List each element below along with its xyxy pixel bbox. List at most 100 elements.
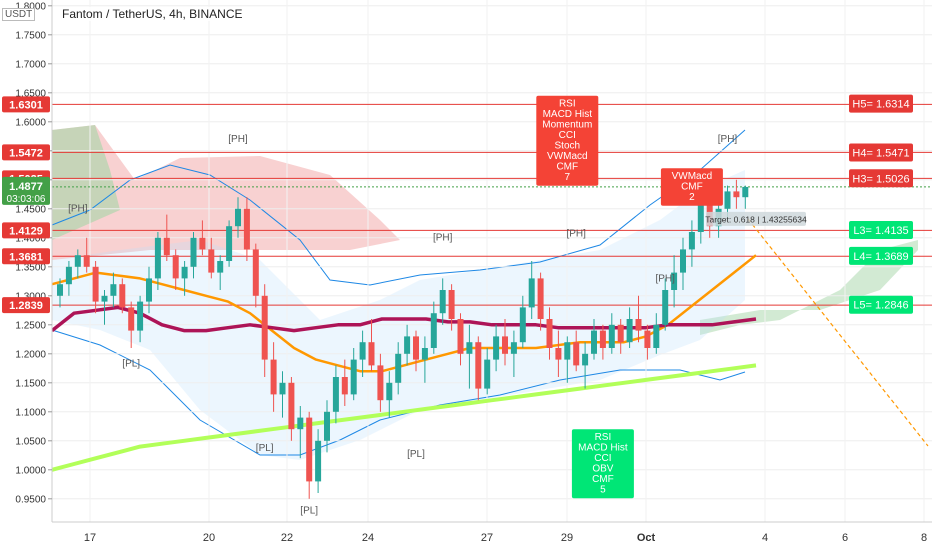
candle-body [484,359,491,389]
candle-body [671,272,678,290]
y-tick-label: 1.2000 [15,349,46,360]
y-tick-label: 1.7500 [15,30,46,41]
y-tick-label: 1.2500 [15,320,46,331]
candle-body [386,382,393,401]
x-tick-label: 24 [362,532,374,544]
candle [359,330,366,377]
x-tick-label: Oct [637,532,656,544]
bollinger-lower-line [51,329,746,456]
y-tick-label: 1.1500 [15,378,46,389]
pivot-label: [PL] [300,505,318,516]
price-level-tag [2,96,50,113]
candle [395,342,402,395]
candle-body [564,342,571,360]
candle [421,336,428,383]
candle-body [252,249,259,296]
candle-body [680,249,686,273]
divergence-callout-text: CCI [559,130,576,141]
candle-body [733,191,740,198]
candle-body [466,342,473,354]
camarilla-level-text: L5= 1.2846 [853,300,908,312]
candle [368,319,375,372]
bearish-cloud [52,125,400,260]
candle [163,214,170,261]
candle-body [662,290,669,325]
candle [475,336,482,401]
candle [377,353,384,412]
camarilla-level-text: L3= 1.4135 [853,225,908,237]
y-tick-label: 1.6500 [15,88,46,99]
candle-body [57,284,63,296]
candle [128,301,135,348]
candle [172,249,179,290]
candle-body [510,342,517,354]
candle [484,348,491,395]
candle-body [83,255,90,267]
candle-body [430,313,437,348]
divergence-callout-box [571,429,634,499]
divergence-callout-box [536,95,599,186]
divergence-callout-text: Momentum [542,120,592,131]
candle-body [208,249,215,273]
candle-body [119,284,126,308]
candle [315,429,322,493]
candle-body [493,336,500,360]
candle-body [217,261,224,273]
candle-body [742,186,749,198]
candle [57,278,63,308]
candle [65,261,72,296]
candle-body [582,353,589,366]
candle [252,243,259,308]
candle [332,365,339,424]
candle [635,295,642,343]
camarilla-level-tag [849,295,913,314]
pivot-label: [PL] [122,359,140,370]
candle [502,319,508,366]
candle-body [502,336,508,354]
divergence-callout-text: MACD Hist [543,109,593,120]
x-tick-label: 6 [842,532,848,544]
candle [288,377,295,441]
candle-body [635,319,642,331]
candle [528,261,535,319]
pivot-label: [PH] [718,134,738,145]
camarilla-level-tag [849,220,913,239]
candle [573,330,580,372]
y-tick-label: 1.0000 [15,465,46,476]
candle-body [137,301,144,331]
candle [439,278,446,325]
candle-body [315,440,322,482]
candle-body [377,365,384,401]
x-tick-label: 17 [84,532,96,544]
projection-target-text: Target: 0.618 | 1.43255634 [705,214,807,224]
y-tick-label: 1.3500 [15,262,46,273]
candle-body [688,232,695,250]
x-tick-label: 8 [921,532,927,544]
candle-body [697,203,704,232]
candle [181,261,188,296]
symbol-title: Fantom / TetherUS, 4h, BINANCE [60,7,245,21]
candle-body [270,359,277,395]
candle [74,249,81,279]
camarilla-level-tag [849,169,913,188]
candle-body [519,307,526,343]
candle [599,324,606,360]
candle [341,359,348,406]
candle-body [65,266,72,285]
divergence-callout-text: Stoch [555,141,581,152]
candle-body [439,290,446,314]
candle-body [243,208,250,250]
candle [297,406,304,459]
candle-body [457,319,464,354]
divergence-callout-text: 5 [600,485,606,496]
candle-body [181,266,188,279]
y-tick-label: 1.7000 [15,59,46,70]
candle [413,330,419,372]
camarilla-level-text: H4= 1.5471 [852,147,909,159]
candle [564,336,571,383]
y-tick-label: 1.8000 [15,1,46,12]
candle [226,220,233,267]
